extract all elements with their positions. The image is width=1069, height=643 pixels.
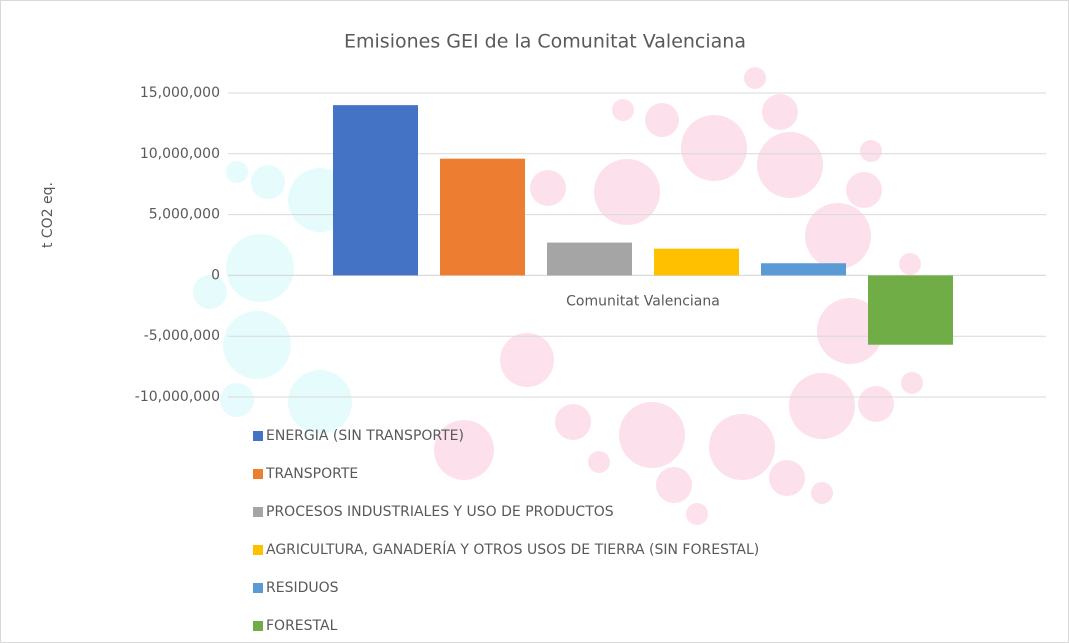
bar (547, 242, 632, 276)
x-tick-label: Comunitat Valenciana (566, 293, 720, 309)
legend-label: ENERGIA (SIN TRANSPORTE) (266, 428, 464, 444)
legend-label: FORESTAL (266, 618, 338, 634)
y-tick-label: 0 (211, 267, 220, 283)
legend-label: PROCESOS INDUSTRIALES Y USO DE PRODUCTOS (266, 504, 614, 520)
bar (654, 248, 739, 276)
legend-label: AGRICULTURA, GANADERÍA Y OTROS USOS DE T… (266, 541, 759, 558)
bar (333, 105, 418, 276)
legend-label: TRANSPORTE (265, 466, 358, 482)
y-tick-label: 15,000,000 (140, 85, 220, 101)
y-axis-label: t CO2 eq. (40, 182, 56, 248)
legend-swatch (253, 469, 263, 479)
bar (868, 275, 953, 345)
y-tick-label: -5,000,000 (144, 328, 220, 344)
legend-swatch (253, 545, 263, 555)
bar (761, 263, 846, 276)
bar (440, 158, 525, 276)
background-bubbles (193, 67, 923, 525)
legend-swatch (253, 507, 263, 517)
legend-swatch (253, 431, 263, 441)
y-tick-label: -10,000,000 (135, 389, 220, 405)
y-tick-label: 5,000,000 (149, 207, 220, 223)
legend-swatch (253, 583, 263, 593)
legend-swatch (253, 621, 263, 631)
chart-title: Emisiones GEI de la Comunitat Valenciana (344, 31, 746, 53)
y-tick-label: 10,000,000 (140, 146, 220, 162)
legend-label: RESIDUOS (266, 580, 339, 596)
